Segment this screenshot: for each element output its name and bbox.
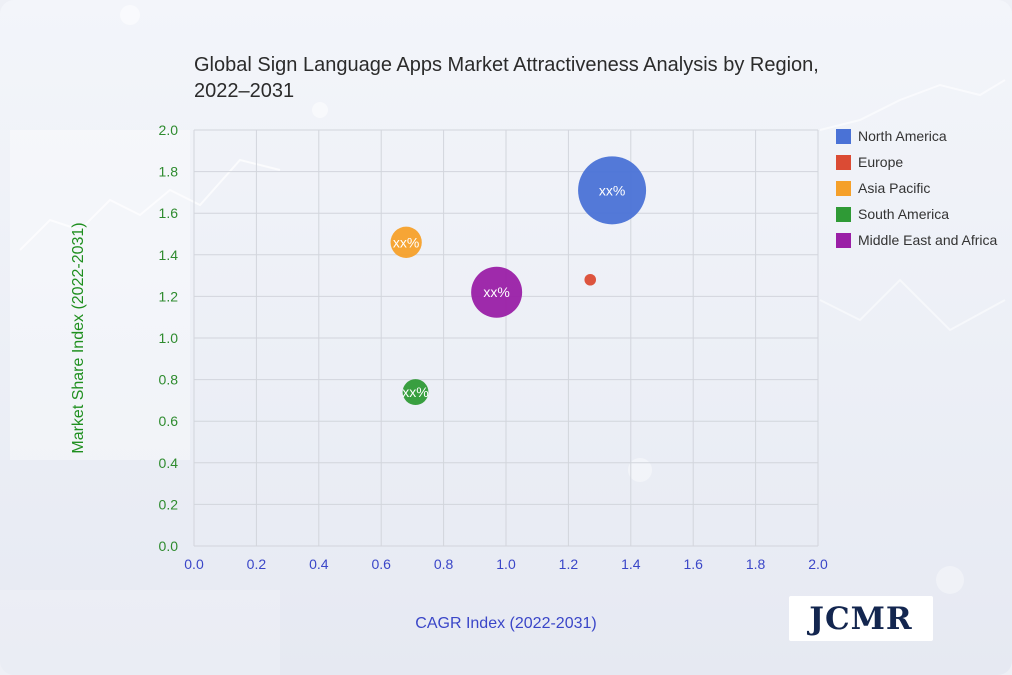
- x-tick-label: 0.4: [309, 556, 329, 572]
- bubble-europe: [584, 273, 597, 286]
- x-tick-label: 1.2: [559, 556, 579, 572]
- legend-label: Europe: [858, 154, 904, 170]
- legend-swatch: [836, 129, 851, 144]
- legend-item-middle-east-and-africa[interactable]: Middle East and Africa: [836, 231, 1006, 249]
- y-tick-label: 0.2: [159, 496, 179, 512]
- logo-text: JCMR: [809, 600, 913, 637]
- bubble-middle-east-and-africa-label: xx%: [483, 284, 509, 300]
- jcmr-logo: JCMR: [789, 596, 933, 641]
- x-tick-label: 0.8: [434, 556, 454, 572]
- legend-item-europe[interactable]: Europe: [836, 153, 1006, 171]
- grid: [193, 129, 819, 547]
- x-tick-label: 1.8: [746, 556, 766, 572]
- y-tick-label: 0.4: [159, 455, 179, 471]
- legend-swatch: [836, 181, 851, 196]
- y-tick-label: 1.8: [159, 164, 179, 180]
- chart-title: Global Sign Language Apps Market Attract…: [194, 54, 819, 102]
- legend-item-asia-pacific[interactable]: Asia Pacific: [836, 179, 1006, 197]
- legend-item-north-america[interactable]: North America: [836, 127, 1006, 145]
- legend-item-south-america[interactable]: South America: [836, 205, 1006, 223]
- bubble-middle-east-and-africa-circle: [471, 266, 523, 318]
- x-tick-label: 2.0: [808, 556, 828, 572]
- bubble-south-america-label: xx%: [402, 384, 428, 400]
- bubble-north-america-label: xx%: [599, 182, 625, 198]
- legend-label: South America: [858, 206, 950, 222]
- bubbles: xx% xx% xx% xx%: [390, 156, 647, 405]
- bubble-south-america-circle: [402, 379, 429, 405]
- x-tick-label: 0.2: [247, 556, 267, 572]
- x-tick-label: 1.6: [683, 556, 703, 572]
- y-tick-label: 2.0: [159, 122, 179, 138]
- y-tick-label: 1.2: [159, 288, 179, 304]
- x-tick-label: 1.0: [496, 556, 516, 572]
- y-tick-label: 0.0: [159, 538, 179, 554]
- bubble-europe-circle: [584, 273, 597, 286]
- y-tick-label: 0.6: [159, 413, 179, 429]
- y-tick-label: 1.0: [159, 330, 179, 346]
- bubble-north-america-circle: [578, 156, 647, 225]
- y-axis-ticks: 0.0 0.2 0.4 0.6 0.8 1.0 1.2 1.4 1.6 1.8 2.0: [159, 122, 179, 554]
- x-tick-label: 1.4: [621, 556, 641, 572]
- bubble-middle-east-and-africa: xx%: [471, 266, 523, 318]
- x-axis-ticks: 0.0 0.2 0.4 0.6 0.8 1.0 1.2 1.4 1.6 1.8 2.0: [184, 556, 828, 572]
- y-axis-label: Market Share Index (2022-2031): [70, 222, 87, 453]
- y-tick-label: 0.8: [159, 372, 179, 388]
- legend-swatch: [836, 155, 851, 170]
- bubble-south-america: xx%: [402, 379, 429, 405]
- x-axis-label: CAGR Index (2022-2031): [415, 615, 596, 632]
- chart-legend: North America Europe Asia Pacific South Ame…: [836, 127, 1006, 257]
- legend-swatch: [836, 233, 851, 248]
- y-tick-label: 1.6: [159, 205, 179, 221]
- x-tick-label: 0.0: [184, 556, 204, 572]
- legend-label: Asia Pacific: [858, 180, 931, 196]
- bubble-asia-pacific: xx%: [390, 226, 422, 258]
- legend-swatch: [836, 207, 851, 222]
- y-tick-label: 1.4: [159, 247, 179, 263]
- legend-label: Middle East and Africa: [858, 232, 998, 248]
- bubble-north-america: xx%: [578, 156, 647, 225]
- x-tick-label: 0.6: [371, 556, 391, 572]
- bubble-asia-pacific-label: xx%: [393, 234, 419, 250]
- bubble-asia-pacific-circle: [390, 226, 422, 258]
- legend-label: North America: [858, 128, 947, 144]
